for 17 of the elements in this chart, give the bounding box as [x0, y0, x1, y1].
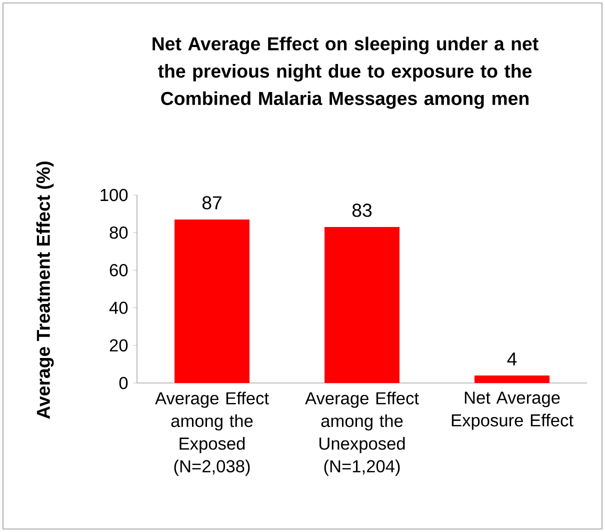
bar: [324, 226, 400, 384]
y-tick-label: 20: [110, 339, 128, 352]
y-tick-label: 80: [110, 226, 128, 239]
bar: [474, 375, 550, 384]
y-tick-label: 60: [110, 264, 128, 276]
x-tick-label: Average Effect among the Exposed (N=2,038): [155, 392, 269, 476]
x-tick-label: Net Average Exposure Effect: [452, 392, 574, 430]
x-tick-label: Average Effect among the Unexposed (N=1,204): [305, 392, 419, 476]
data-label: 4: [507, 352, 517, 366]
chart-title: Net Average Effect on sleeping under a net the previous night due to exposure to the Combined Malaria Messages among men: [152, 36, 538, 109]
data-label: 83: [352, 204, 372, 217]
data-label: 87: [202, 196, 222, 210]
y-tick-label: 100: [100, 188, 128, 202]
y-tick-label: 40: [109, 302, 128, 314]
y-axis-title: Average Treatment Effect (%): [36, 162, 54, 419]
bar: [174, 219, 250, 384]
y-tick-label: 0: [119, 376, 128, 390]
